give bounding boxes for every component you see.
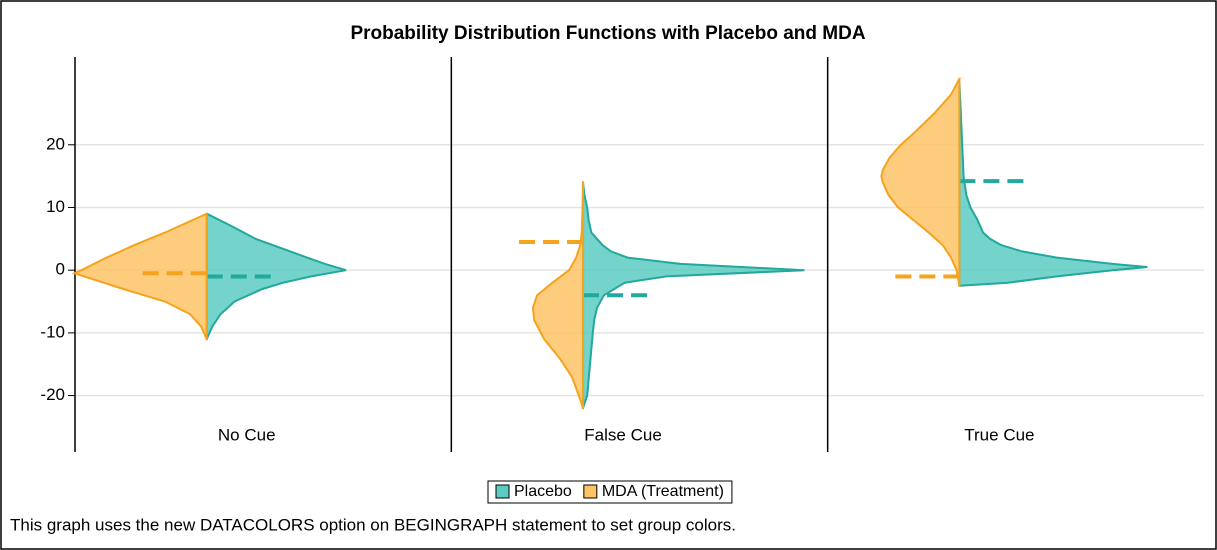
x-tick-label: False Cue bbox=[584, 425, 661, 444]
legend-swatch bbox=[495, 484, 510, 499]
y-tick-label: -10 bbox=[40, 322, 65, 341]
chart-title: Probability Distribution Functions with … bbox=[350, 23, 865, 44]
y-tick-label: 0 bbox=[56, 260, 65, 279]
x-tick-label: No Cue bbox=[218, 425, 276, 444]
y-tick-label: 10 bbox=[46, 197, 65, 216]
x-tick-label: True Cue bbox=[964, 425, 1034, 444]
legend-label: MDA (Treatment) bbox=[602, 483, 724, 500]
legend-label: Placebo bbox=[514, 483, 572, 500]
y-tick-label: -20 bbox=[40, 385, 65, 404]
violin-half bbox=[880, 77, 962, 287]
violin-half bbox=[71, 212, 208, 341]
legend-frame bbox=[487, 480, 733, 504]
legend-swatch bbox=[583, 484, 598, 499]
footnote: This graph uses the new DATACOLORS optio… bbox=[10, 515, 736, 534]
legend: Placebo MDA (Treatment) bbox=[487, 480, 733, 504]
violin-half bbox=[531, 181, 585, 410]
y-tick-label: 20 bbox=[46, 134, 65, 153]
